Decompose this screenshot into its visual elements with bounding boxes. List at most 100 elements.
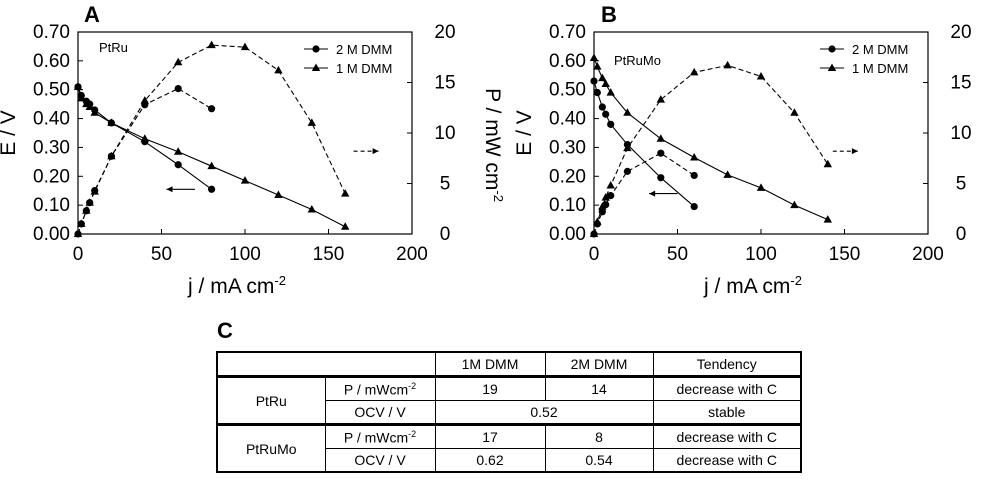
legend-label: 2 M DMM — [852, 42, 908, 57]
data-point — [77, 93, 86, 102]
x-tick-label: 50 — [151, 244, 172, 265]
axis-arrow-head — [166, 186, 173, 193]
data-point — [274, 65, 283, 74]
data-point — [606, 181, 615, 189]
x-tick-label: 100 — [229, 244, 261, 265]
data-point — [85, 198, 94, 206]
y2-axis-title: P / mW cm-2 — [997, 88, 1000, 202]
data-point — [602, 110, 610, 118]
legend-marker — [312, 45, 320, 53]
data-point — [174, 84, 182, 93]
data-point — [82, 206, 91, 214]
value-cell: 14 — [544, 375, 654, 401]
y-tick-label: 0.10 — [549, 195, 586, 216]
summary-table: 1M DMM 2M DMM Tendency PtRu P / mWcm-2 1… — [216, 351, 802, 473]
data-point — [208, 105, 216, 113]
table-header-1m: 1M DMM — [434, 351, 546, 377]
data-point — [598, 73, 607, 82]
value-cell: 8 — [544, 423, 654, 449]
data-point — [601, 193, 610, 201]
data-point — [85, 102, 94, 111]
y-tick-label: 0.70 — [549, 22, 586, 43]
data-point — [823, 215, 832, 223]
data-point — [607, 192, 615, 200]
table-header-row: 1M DMM 2M DMM Tendency — [216, 351, 802, 377]
y-tick-label: 0.20 — [33, 166, 70, 187]
x-tick-label: 0 — [589, 244, 600, 265]
axis-arrow-head — [649, 190, 656, 197]
data-point — [77, 219, 86, 227]
y-tick-label: 0.70 — [33, 22, 70, 43]
y-axis-title: E / V — [513, 110, 536, 156]
data-point — [174, 161, 182, 169]
catalyst-ptrumo: PtRuMo — [216, 423, 326, 473]
value-cell: 0.62 — [434, 448, 546, 473]
value-cell: 19 — [434, 375, 546, 401]
y-tick-label: 0.30 — [549, 137, 586, 158]
y2-tick-label: 0 — [956, 224, 967, 245]
legend-marker — [828, 45, 836, 53]
value-cell-merged: 0.52 — [434, 400, 654, 425]
series-line — [77, 44, 346, 235]
catalyst-ptru: PtRu — [216, 375, 326, 425]
panel-letter: A — [84, 2, 100, 27]
y-axis-title: E / V — [0, 110, 20, 156]
data-point — [307, 118, 316, 126]
tendency-cell: decrease with C — [652, 423, 802, 449]
table-row: PtRuMo P / mWcm-2 17 8 decrease with C — [216, 423, 802, 473]
y-tick-label: 0.60 — [33, 51, 70, 72]
y2-tick-label: 10 — [434, 123, 455, 144]
y2-tick-label: 5 — [440, 174, 451, 195]
y-tick-label: 0.40 — [33, 109, 70, 130]
catalyst-annotation: PtRu — [99, 40, 128, 55]
x-tick-label: 200 — [396, 244, 428, 265]
data-point — [274, 190, 283, 199]
tendency-cell: stable — [652, 400, 802, 425]
data-point — [623, 167, 632, 175]
x-axis-title: j / mA cm-2 — [187, 273, 286, 298]
data-point — [207, 40, 216, 49]
data-point — [657, 174, 665, 182]
legend-label: 1 M DMM — [852, 61, 908, 76]
catalyst-annotation: PtRuMo — [614, 53, 661, 68]
y-tick-label: 0.60 — [549, 51, 586, 72]
data-point — [723, 60, 732, 69]
x-tick-label: 0 — [73, 244, 84, 265]
table-header-tendency: Tendency — [652, 351, 802, 377]
panel-b-chart: B 0.00 0.10 0.20 0.30 0.40 0.50 0.60 0.70 0 5 10 15 2… — [513, 2, 1000, 298]
series-line — [77, 87, 212, 235]
data-point — [623, 143, 632, 152]
data-point — [690, 153, 699, 161]
data-point — [174, 57, 183, 66]
data-point — [598, 202, 607, 210]
legend-label: 2 M DMM — [336, 42, 392, 57]
data-point — [723, 170, 732, 178]
value-cell: 0.54 — [544, 448, 654, 473]
data-point — [606, 88, 615, 96]
x-tick-label: 150 — [313, 244, 345, 265]
data-point — [240, 42, 250, 51]
data-point — [790, 200, 799, 209]
panel-a-chart: A 0.00 0.10 0.20 0.30 0.40 0.50 0.60 0.70 0 5 10 15 2… — [0, 2, 506, 298]
panel-c-letter: C — [217, 318, 233, 343]
y-tick-label: 0.50 — [33, 80, 70, 101]
y2-tick-label: 15 — [434, 73, 455, 94]
table-header-blank — [216, 351, 436, 377]
data-point — [208, 185, 216, 193]
series-line — [593, 57, 829, 221]
data-point — [341, 189, 350, 197]
data-point — [589, 229, 599, 237]
data-point — [593, 217, 602, 225]
data-point — [690, 202, 698, 211]
legend-marker — [311, 63, 321, 71]
data-point — [790, 108, 799, 116]
x-tick-label: 150 — [829, 244, 861, 265]
x-axis-title: j / mA cm-2 — [703, 273, 802, 298]
table-row: PtRu P / mWcm-2 19 14 decrease with C — [216, 375, 802, 425]
value-cell: 17 — [434, 423, 546, 449]
data-point — [623, 108, 632, 116]
axis-arrow-head — [851, 148, 858, 155]
data-point — [656, 95, 665, 103]
metric-cell: OCV / V — [324, 448, 436, 473]
data-point — [589, 53, 599, 61]
